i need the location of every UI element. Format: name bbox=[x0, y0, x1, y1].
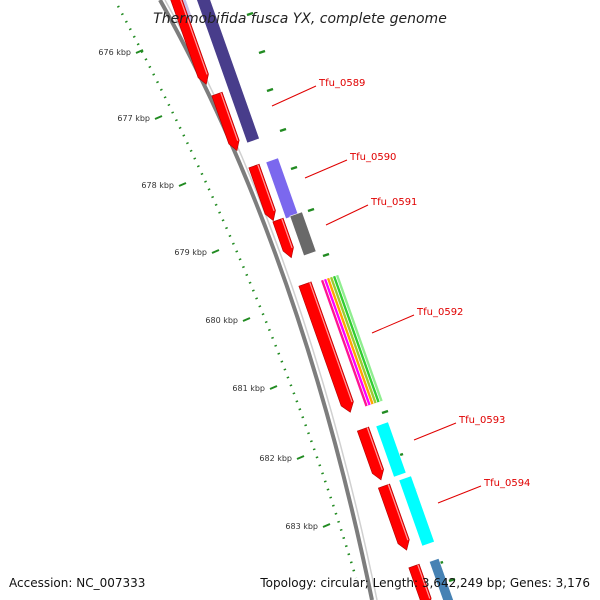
feature-tick bbox=[246, 11, 254, 17]
feature-tick bbox=[322, 252, 330, 258]
gene-label-text: Tfu_0593 bbox=[458, 415, 505, 426]
ruler-tick-label: 677 kbp bbox=[117, 114, 150, 123]
gene-label-tfu-0592: Tfu_0592 bbox=[371, 307, 463, 334]
ruler-track bbox=[116, 5, 358, 579]
gene-stripe-tfu-0592 bbox=[335, 274, 384, 403]
gene-arrow-6 bbox=[356, 426, 384, 481]
gene-bar-tfu-0594 bbox=[398, 475, 435, 547]
ruler-tick: 679 kbp bbox=[174, 248, 220, 257]
gene-label-text: Tfu_0594 bbox=[483, 478, 530, 489]
gene-label-text: Tfu_0589 bbox=[318, 78, 365, 89]
gene-stripe-tfu-0592 bbox=[326, 277, 375, 406]
gene-label-tfu-0591: Tfu_0591 bbox=[325, 197, 417, 226]
gene-bar-bottom bbox=[428, 557, 456, 600]
feature-tick bbox=[307, 207, 315, 213]
ruler-tick: 683 kbp bbox=[285, 522, 331, 531]
gene-label-text: Tfu_0591 bbox=[370, 197, 417, 208]
ruler-tick: 681 kbp bbox=[232, 384, 278, 393]
ruler-tick-label: 679 kbp bbox=[174, 248, 207, 257]
gene-arrow-5 bbox=[298, 281, 354, 413]
gene-arrow-2 bbox=[211, 91, 240, 152]
feature-ticks bbox=[246, 11, 456, 583]
accession-text: Accession: NC_007333 bbox=[9, 576, 146, 590]
gene-labels: Tfu_0589 Tfu_0590 Tfu_0591 Tfu_0592 Tfu_0593… bbox=[271, 78, 530, 504]
genome-summary-text: Topology: circular; Length: 3,642,249 bp… bbox=[260, 576, 590, 590]
feature-tick bbox=[266, 87, 274, 93]
gene-label-text: Tfu_0590 bbox=[349, 152, 396, 163]
feature-tick bbox=[381, 409, 389, 415]
feature-tick bbox=[279, 127, 287, 133]
feature-tick bbox=[448, 577, 456, 583]
feature-tick bbox=[290, 165, 298, 171]
feature-tick bbox=[258, 49, 266, 55]
gene-label-tfu-0594: Tfu_0594 bbox=[437, 478, 530, 504]
ruler-ticks: 676 kbp 677 kbp 678 kbp 679 kbp 680 kbp 681 k… bbox=[98, 48, 331, 531]
ruler-tick: 676 kbp bbox=[98, 48, 144, 57]
gene-bar-tfu-0593 bbox=[375, 421, 407, 478]
gene-arrow-7 bbox=[377, 483, 410, 551]
ruler-tick-label: 676 kbp bbox=[98, 48, 131, 57]
gene-features bbox=[167, 0, 456, 600]
gene-bar-tfu-0591 bbox=[289, 211, 317, 257]
ruler-tick-label: 678 kbp bbox=[141, 181, 174, 190]
gene-bar-tfu-0589 bbox=[193, 0, 260, 144]
gene-label-tfu-0590: Tfu_0590 bbox=[304, 152, 396, 179]
ruler-tick-label: 681 kbp bbox=[232, 384, 265, 393]
ruler-tick: 678 kbp bbox=[141, 181, 187, 190]
gene-arrow-8 bbox=[408, 563, 432, 600]
map-title: Thermobifida fusca YX, complete genome bbox=[153, 11, 447, 27]
ruler-tick: 677 kbp bbox=[117, 114, 163, 123]
ruler-tick-label: 680 kbp bbox=[205, 316, 238, 325]
gene-arrow-1 bbox=[167, 0, 209, 85]
gene-label-tfu-0593: Tfu_0593 bbox=[413, 415, 505, 441]
ruler-tick-label: 682 kbp bbox=[259, 454, 292, 463]
ruler-tick: 682 kbp bbox=[259, 454, 305, 463]
gene-label-text: Tfu_0592 bbox=[416, 307, 463, 318]
gene-label-tfu-0589: Tfu_0589 bbox=[271, 78, 365, 107]
ruler-tick-label: 683 kbp bbox=[285, 522, 318, 531]
gene-arrow-3 bbox=[248, 163, 276, 222]
gene-arrow-4 bbox=[272, 217, 294, 259]
ruler-tick: 680 kbp bbox=[205, 316, 251, 325]
